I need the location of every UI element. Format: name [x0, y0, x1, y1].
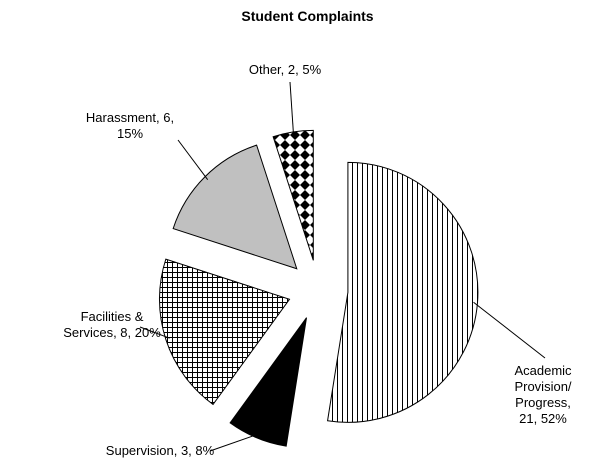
- pie-slice: [172, 144, 298, 270]
- leader-line: [473, 301, 546, 359]
- leader-line: [209, 433, 259, 452]
- leader-line: [289, 81, 295, 136]
- data-label: Facilities & Services, 8, 20%: [63, 309, 161, 340]
- pie-slice: [326, 161, 479, 423]
- chart-title: Student Complaints: [241, 8, 374, 24]
- data-label: Supervision, 3, 8%: [105, 443, 215, 458]
- data-label: Other, 2, 5%: [248, 62, 322, 77]
- pie-slice: [229, 317, 308, 447]
- leader-line: [177, 139, 209, 180]
- data-label: Harassment, 6, 15%: [85, 110, 175, 141]
- leader-line: [139, 326, 170, 339]
- pie-slice: [159, 258, 291, 406]
- data-label: Academic Provision/ Progress, 21, 52%: [514, 363, 572, 426]
